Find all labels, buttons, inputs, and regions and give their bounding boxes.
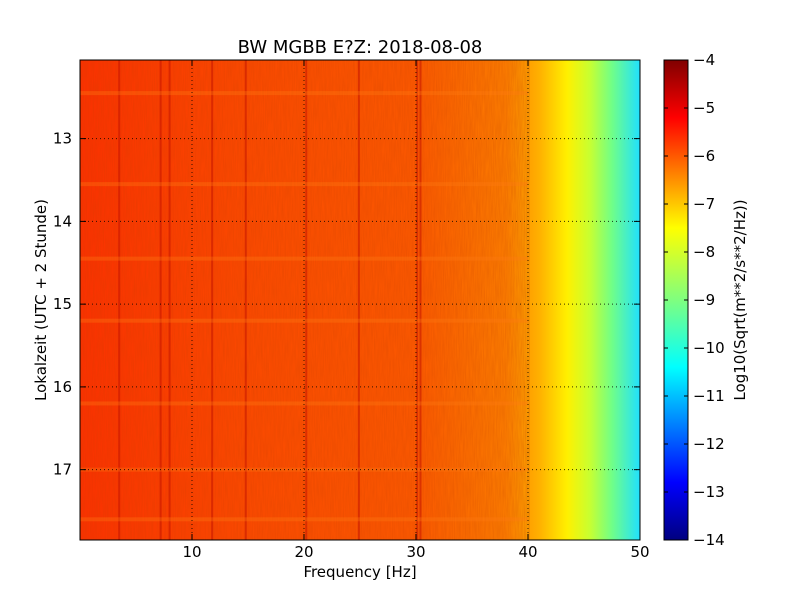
y-tick-label: 13: [53, 130, 72, 148]
spectral-line: [416, 60, 419, 540]
time-band: [80, 256, 528, 261]
chart-title: BW MGBB E?Z: 2018-08-08: [238, 37, 483, 58]
spectral-line: [118, 60, 121, 540]
heatmap-texture: [80, 60, 530, 540]
spectral-line: [159, 60, 162, 540]
colorbar-tick-label: −9: [693, 291, 715, 309]
y-tick-label: 17: [53, 461, 72, 479]
colorbar-tick-label: −11: [693, 387, 725, 405]
x-tick-label: 10: [182, 543, 201, 561]
spectrogram-heatmap: [80, 60, 640, 540]
colorbar-tick-label: −5: [693, 99, 715, 117]
spectral-line: [168, 60, 171, 540]
time-band: [80, 91, 528, 96]
colorbar-label: Log10(Sqrt(m**2/s**2/Hz)): [731, 199, 749, 400]
colorbar-tick-label: −4: [693, 51, 715, 69]
grid-lines: [80, 60, 640, 540]
time-band: [80, 401, 528, 406]
x-tick-label: 50: [630, 543, 649, 561]
spectral-line: [244, 60, 247, 540]
y-tick-label: 16: [53, 378, 72, 396]
spectral-line: [211, 60, 214, 540]
colorbar-tick-label: −12: [693, 435, 725, 453]
y-axis-label: Lokalzeit (UTC + 2 Stunde): [32, 199, 50, 401]
time-band: [80, 517, 528, 522]
x-tick-label: 30: [406, 543, 425, 561]
spectral-line: [419, 60, 422, 540]
colorbar-tick-label: −7: [693, 195, 715, 213]
x-axis-label: Frequency [Hz]: [303, 563, 416, 581]
colorbar-ticks: −4 −5 −6 −7 −8 −9 −10 −11 −12 −13 −14: [664, 51, 725, 549]
colorbar-tick-label: −13: [693, 483, 725, 501]
colorbar-tick-label: −6: [693, 147, 715, 165]
plot-frame: [79, 59, 641, 541]
y-tick-label: 15: [53, 295, 72, 313]
colorbar-tick-label: −10: [693, 339, 725, 357]
spectral-line: [305, 60, 308, 540]
y-tick-label: 14: [53, 212, 72, 230]
x-tick-label: 20: [294, 543, 313, 561]
spectral-line: [357, 60, 360, 540]
y-axis-ticks: 13 14 15 16 17: [53, 130, 640, 479]
spectral-lines: [118, 60, 422, 540]
colorbar: −4 −5 −6 −7 −8 −9 −10 −11 −12 −13 −14 Log10(Sqrt(m…: [663, 51, 749, 549]
x-tick-label: 40: [518, 543, 537, 561]
colorbar-tick-label: −14: [693, 531, 725, 549]
colorbar-tick-label: −8: [693, 243, 715, 261]
x-axis-ticks: 10 20 30 40 50: [182, 60, 650, 561]
